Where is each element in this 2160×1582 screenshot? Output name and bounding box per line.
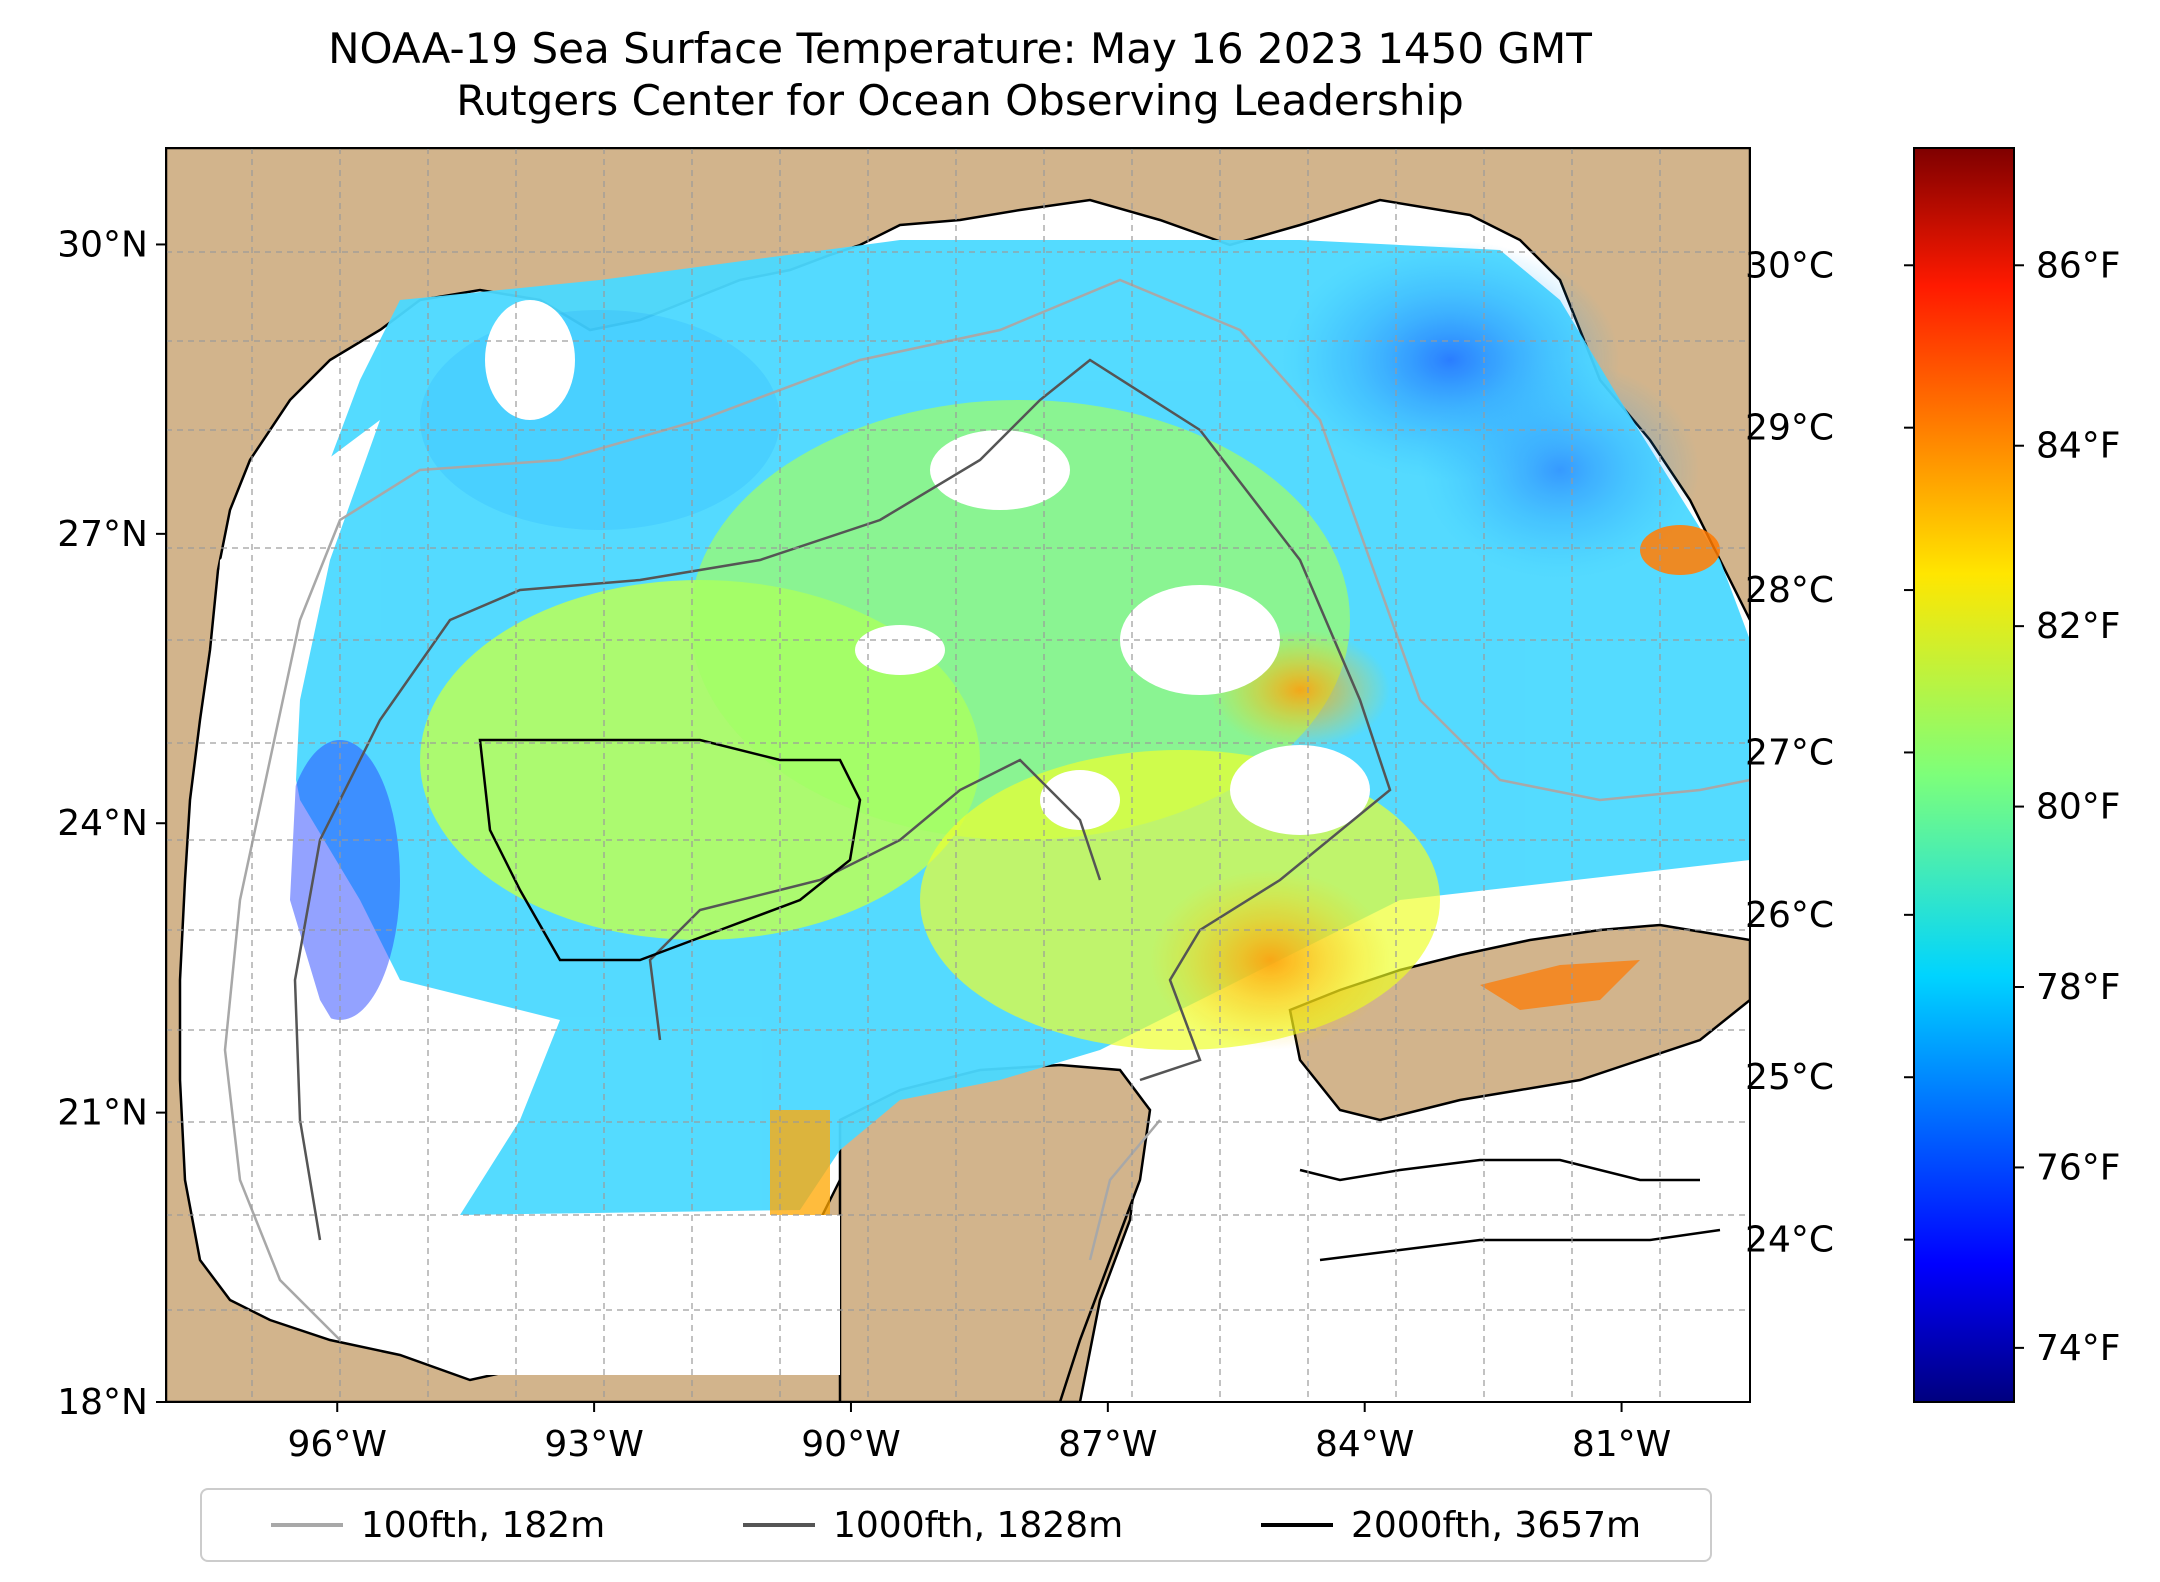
lon-tick-label: 93°W: [544, 1424, 643, 1465]
lat-tick-label: 18°N: [57, 1382, 148, 1423]
legend-swatch-2000fth: [1260, 1523, 1333, 1527]
lon-tick-label: 81°W: [1572, 1424, 1671, 1465]
map-subtitle: Rutgers Center for Ocean Observing Leade…: [456, 76, 1464, 125]
longitude-ticks: 96°W 93°W 90°W 87°W 84°W 81°W: [288, 1402, 1671, 1465]
fahrenheit-tick-label: 84°F: [2036, 426, 2121, 467]
legend-label-1000fth: 1000fth, 1828m: [833, 1504, 1124, 1546]
celsius-tick-label: 25°C: [1745, 1057, 1834, 1098]
lon-tick-label: 96°W: [288, 1424, 387, 1465]
map-gridlines: [166, 148, 1750, 1402]
fahrenheit-tick-label: 80°F: [2036, 787, 2121, 828]
legend-item-2000fth: 2000fth, 3657m: [1260, 1504, 1642, 1546]
legend-label-2000fth: 2000fth, 3657m: [1350, 1504, 1642, 1546]
celsius-tick-label: 28°C: [1745, 570, 1834, 611]
lat-tick-label: 21°N: [57, 1093, 148, 1134]
colorbar-fahrenheit-ticks: 86°F 84°F 82°F 80°F 78°F 76°F 74°F: [2014, 245, 2121, 1369]
legend-label-100fth: 100fth, 182m: [360, 1504, 606, 1546]
colorbar: [1913, 147, 2015, 1403]
lon-tick-label: 84°W: [1315, 1424, 1414, 1465]
legend-swatch-1000fth: [743, 1523, 815, 1527]
fahrenheit-tick-label: 78°F: [2036, 967, 2121, 1008]
lon-tick-label: 87°W: [1058, 1424, 1157, 1465]
map-title: NOAA-19 Sea Surface Temperature: May 16 …: [328, 24, 1592, 73]
latitude-ticks: 30°N 27°N 24°N 21°N 18°N: [57, 224, 166, 1423]
lon-tick-label: 90°W: [801, 1424, 900, 1465]
celsius-tick-label: 30°C: [1745, 245, 1834, 286]
celsius-tick-label: 24°C: [1745, 1220, 1834, 1261]
celsius-tick-label: 27°C: [1745, 732, 1834, 773]
legend-item-100fth: 100fth, 182m: [270, 1504, 606, 1546]
lat-tick-label: 24°N: [57, 803, 148, 844]
lat-tick-label: 27°N: [57, 514, 148, 555]
fahrenheit-tick-label: 74°F: [2036, 1328, 2121, 1369]
fahrenheit-tick-label: 82°F: [2036, 606, 2121, 647]
fahrenheit-tick-label: 86°F: [2036, 245, 2121, 286]
sst-field: [280, 240, 1750, 1215]
colorbar-celsius-ticks: 30°C 29°C 28°C 27°C 26°C 25°C 24°C: [1745, 245, 1914, 1261]
cloud-gaps: [205, 300, 1370, 1375]
map-frame: [165, 147, 1751, 1403]
isobath-legend: 100fth, 182m 1000fth, 1828m 2000fth, 365…: [200, 1488, 1712, 1562]
isobath-1000fth: [293, 358, 1392, 1241]
celsius-tick-label: 29°C: [1745, 408, 1834, 449]
legend-swatch-100fth: [270, 1523, 343, 1527]
isobath-2000fth: [478, 738, 1721, 1262]
legend-item-1000fth: 1000fth, 1828m: [743, 1505, 1123, 1546]
celsius-tick-label: 26°C: [1745, 895, 1834, 936]
lat-tick-label: 30°N: [57, 224, 148, 265]
fahrenheit-tick-label: 76°F: [2036, 1147, 2121, 1188]
map-plot-area: [166, 148, 1750, 1402]
